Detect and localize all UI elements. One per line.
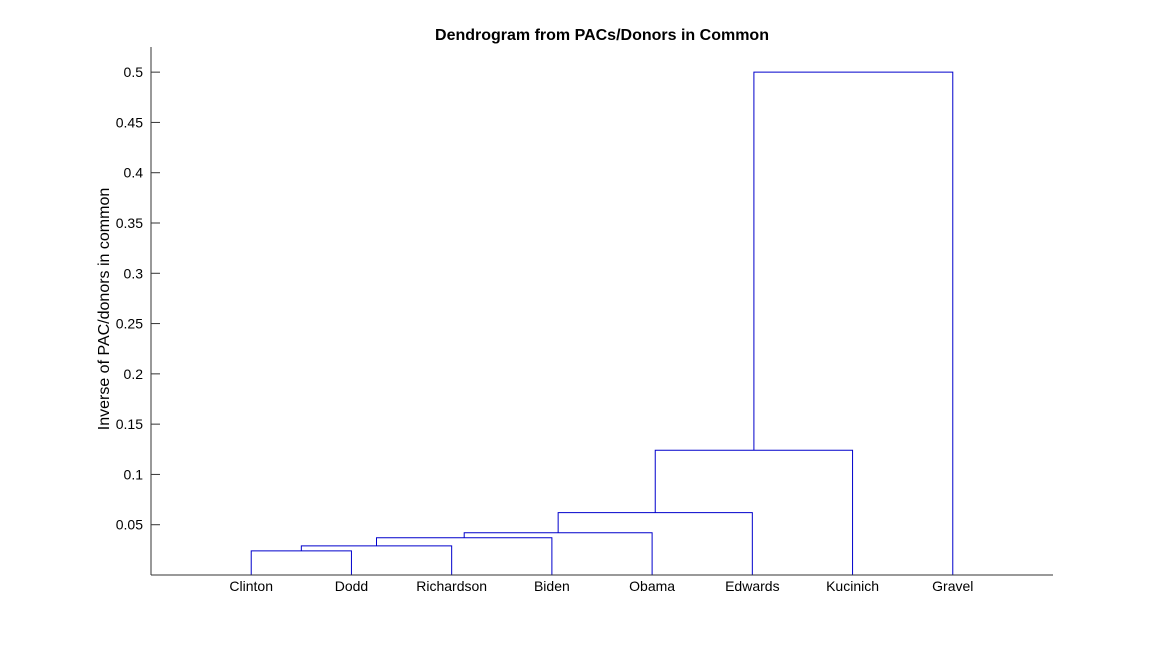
y-tick-label: 0.3: [124, 265, 144, 281]
dendrogram-links: [250, 71, 954, 575]
y-tick-label: 0.2: [124, 366, 144, 382]
x-leaf-label: Kucinich: [826, 578, 879, 594]
dendrogram-link: [300, 545, 453, 575]
dendrogram-link: [250, 550, 352, 575]
dendrogram-link: [557, 512, 753, 575]
x-leaf-label: Richardson: [416, 578, 487, 594]
y-tick-label: 0.35: [116, 215, 143, 231]
chart-title: Dendrogram from PACs/Donors in Common: [435, 27, 769, 44]
x-leaf-label: Obama: [629, 578, 675, 594]
dendrogram-link: [753, 71, 954, 575]
y-tick-label: 0.05: [116, 517, 143, 533]
y-axis-label: Inverse of PAC/donors in common: [96, 188, 113, 430]
y-tick-label: 0.4: [124, 165, 144, 181]
y-tick-label: 0.25: [116, 316, 143, 332]
y-tick-label: 0.45: [116, 114, 143, 130]
y-tick-label: 0.1: [124, 466, 144, 482]
y-tick-label: 0.5: [124, 64, 144, 80]
x-leaf-label: Edwards: [725, 578, 779, 594]
dendrogram-link: [376, 537, 553, 575]
x-leaf-label: Clinton: [229, 578, 273, 594]
x-leaf-label: Dodd: [335, 578, 368, 594]
x-leaf-label: Gravel: [932, 578, 973, 594]
y-tick-label: 0.15: [116, 416, 143, 432]
x-leaf-label: Biden: [534, 578, 570, 594]
y-axis-ticks: 0.05 0.1 0.15 0.2 0.25 0.3 0.35 0.4 0.45 0.5: [116, 64, 160, 533]
x-axis-ticks: Clinton Dodd Richardson Biden Obama Edwards Ku…: [229, 578, 973, 594]
dendrogram-link: [463, 532, 653, 575]
